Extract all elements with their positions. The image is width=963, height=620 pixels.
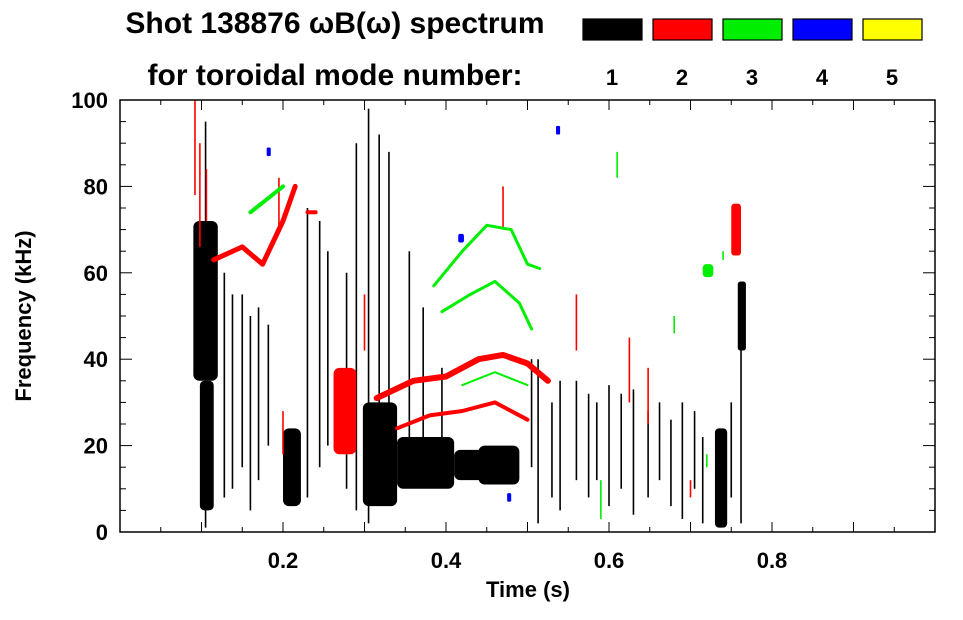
y-tick-label: 100 xyxy=(71,88,108,113)
n=1-blob xyxy=(283,428,301,507)
legend-swatch-4 xyxy=(792,18,853,41)
chart-header: Shot 138876 ωB(ω) spectrum for toroidal … xyxy=(125,7,544,92)
n=1-blob xyxy=(737,281,746,351)
x-axis-label: Time (s) xyxy=(486,577,570,602)
n=4-blob xyxy=(556,125,561,135)
chart-title: Shot 138876 ωB(ω) spectrum xyxy=(125,7,544,40)
x-tick-label: 0.2 xyxy=(268,548,299,573)
n=4-blob xyxy=(507,493,512,502)
legend-swatch-1 xyxy=(582,18,643,41)
y-tick-label: 80 xyxy=(84,174,108,199)
n=1-blob xyxy=(397,436,455,489)
y-axis-label: Frequency (kHz) xyxy=(11,230,36,401)
n=1-blob xyxy=(478,445,520,485)
x-tick-label: 0.8 xyxy=(757,548,788,573)
n=3-track xyxy=(461,371,529,387)
n=2-blob xyxy=(731,203,742,256)
n=1-blob xyxy=(193,220,218,381)
series-n=2 xyxy=(194,100,742,498)
n=4-blob xyxy=(266,147,271,157)
y-tick-label: 60 xyxy=(84,261,108,286)
series-n=1 xyxy=(193,108,746,528)
n=1-blob xyxy=(714,428,728,528)
n=3-blob xyxy=(702,264,714,278)
chart-subtitle: for toroidal mode number: xyxy=(148,59,523,92)
y-tick-label: 20 xyxy=(84,434,108,459)
series-n=4 xyxy=(266,125,561,502)
legend-label-1: 1 xyxy=(606,65,618,90)
y-tick-label: 40 xyxy=(84,347,108,372)
legend-label-2: 2 xyxy=(676,65,688,90)
n=2-track xyxy=(395,400,530,431)
legend-swatch-5 xyxy=(862,18,923,41)
spectrum-data xyxy=(193,100,746,528)
legend: 1 2 3 4 5 xyxy=(582,18,923,90)
n=3-track xyxy=(432,223,542,288)
n=4-blob xyxy=(458,233,464,243)
legend-label-5: 5 xyxy=(886,65,898,90)
n=3-track xyxy=(248,184,285,215)
legend-swatch-3 xyxy=(722,18,783,41)
y-tick-label: 0 xyxy=(96,520,108,545)
n=2-track xyxy=(373,351,551,402)
legend-swatch-2 xyxy=(652,18,713,41)
n=2-track xyxy=(211,183,298,267)
legend-label-3: 3 xyxy=(746,65,758,90)
x-tick-label: 0.6 xyxy=(594,548,625,573)
n=1-blob xyxy=(362,402,398,507)
axes: 0.2 0.4 0.6 0.8 0 20 40 60 80 100 xyxy=(71,88,935,573)
series-n=3 xyxy=(248,151,724,520)
n=3-track xyxy=(440,279,534,331)
legend-label-4: 4 xyxy=(816,65,829,90)
n=1-blob xyxy=(199,380,214,511)
x-tick-label: 0.4 xyxy=(431,548,462,573)
n=2-blob xyxy=(333,367,357,455)
